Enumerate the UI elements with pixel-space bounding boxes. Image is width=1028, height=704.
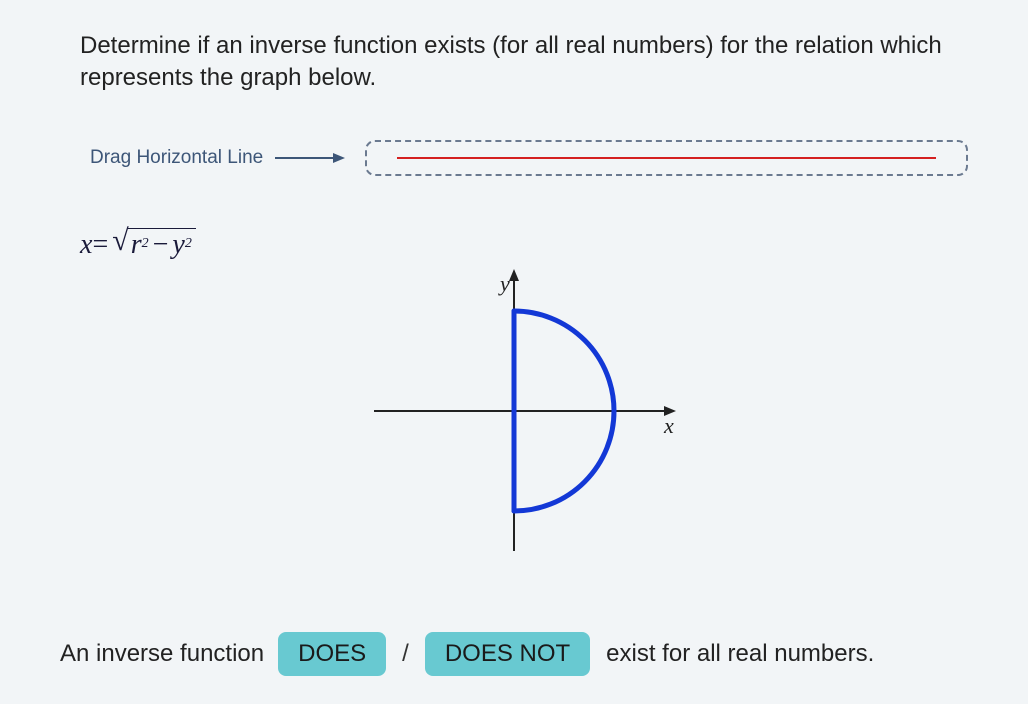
y-axis-label: y	[498, 271, 510, 296]
draggable-horizontal-line[interactable]	[397, 157, 936, 159]
sqrt-icon: √ r2 − y2	[112, 226, 196, 261]
formula-exp2: 2	[185, 236, 192, 252]
answer-separator: /	[402, 640, 409, 668]
drag-label: Drag Horizontal Line	[90, 147, 263, 169]
question-text: Determine if an inverse function exists …	[80, 30, 950, 95]
formula-var2: y	[172, 229, 184, 261]
formula-lhs: x	[80, 229, 92, 261]
horizontal-line-dropzone[interactable]	[365, 140, 968, 176]
answer-prefix: An inverse function	[60, 640, 264, 668]
answer-row: An inverse function DOES / DOES NOT exis…	[60, 632, 1028, 676]
equation: x = √ r2 − y2	[80, 226, 968, 261]
formula-op: −	[153, 229, 169, 261]
x-axis-label: x	[663, 413, 674, 438]
graph-area: y x	[80, 261, 968, 561]
arrow-right-icon	[275, 150, 345, 166]
formula-eq: =	[92, 229, 108, 261]
formula-var1: r	[131, 229, 142, 261]
answer-suffix: exist for all real numbers.	[606, 640, 874, 668]
graph-svg[interactable]: y x	[364, 261, 684, 561]
y-axis-arrow-icon	[509, 269, 519, 281]
formula-exp1: 2	[142, 236, 149, 252]
does-not-button[interactable]: DOES NOT	[425, 632, 590, 676]
does-button[interactable]: DOES	[278, 632, 386, 676]
drag-horizontal-line-row: Drag Horizontal Line	[80, 140, 968, 176]
